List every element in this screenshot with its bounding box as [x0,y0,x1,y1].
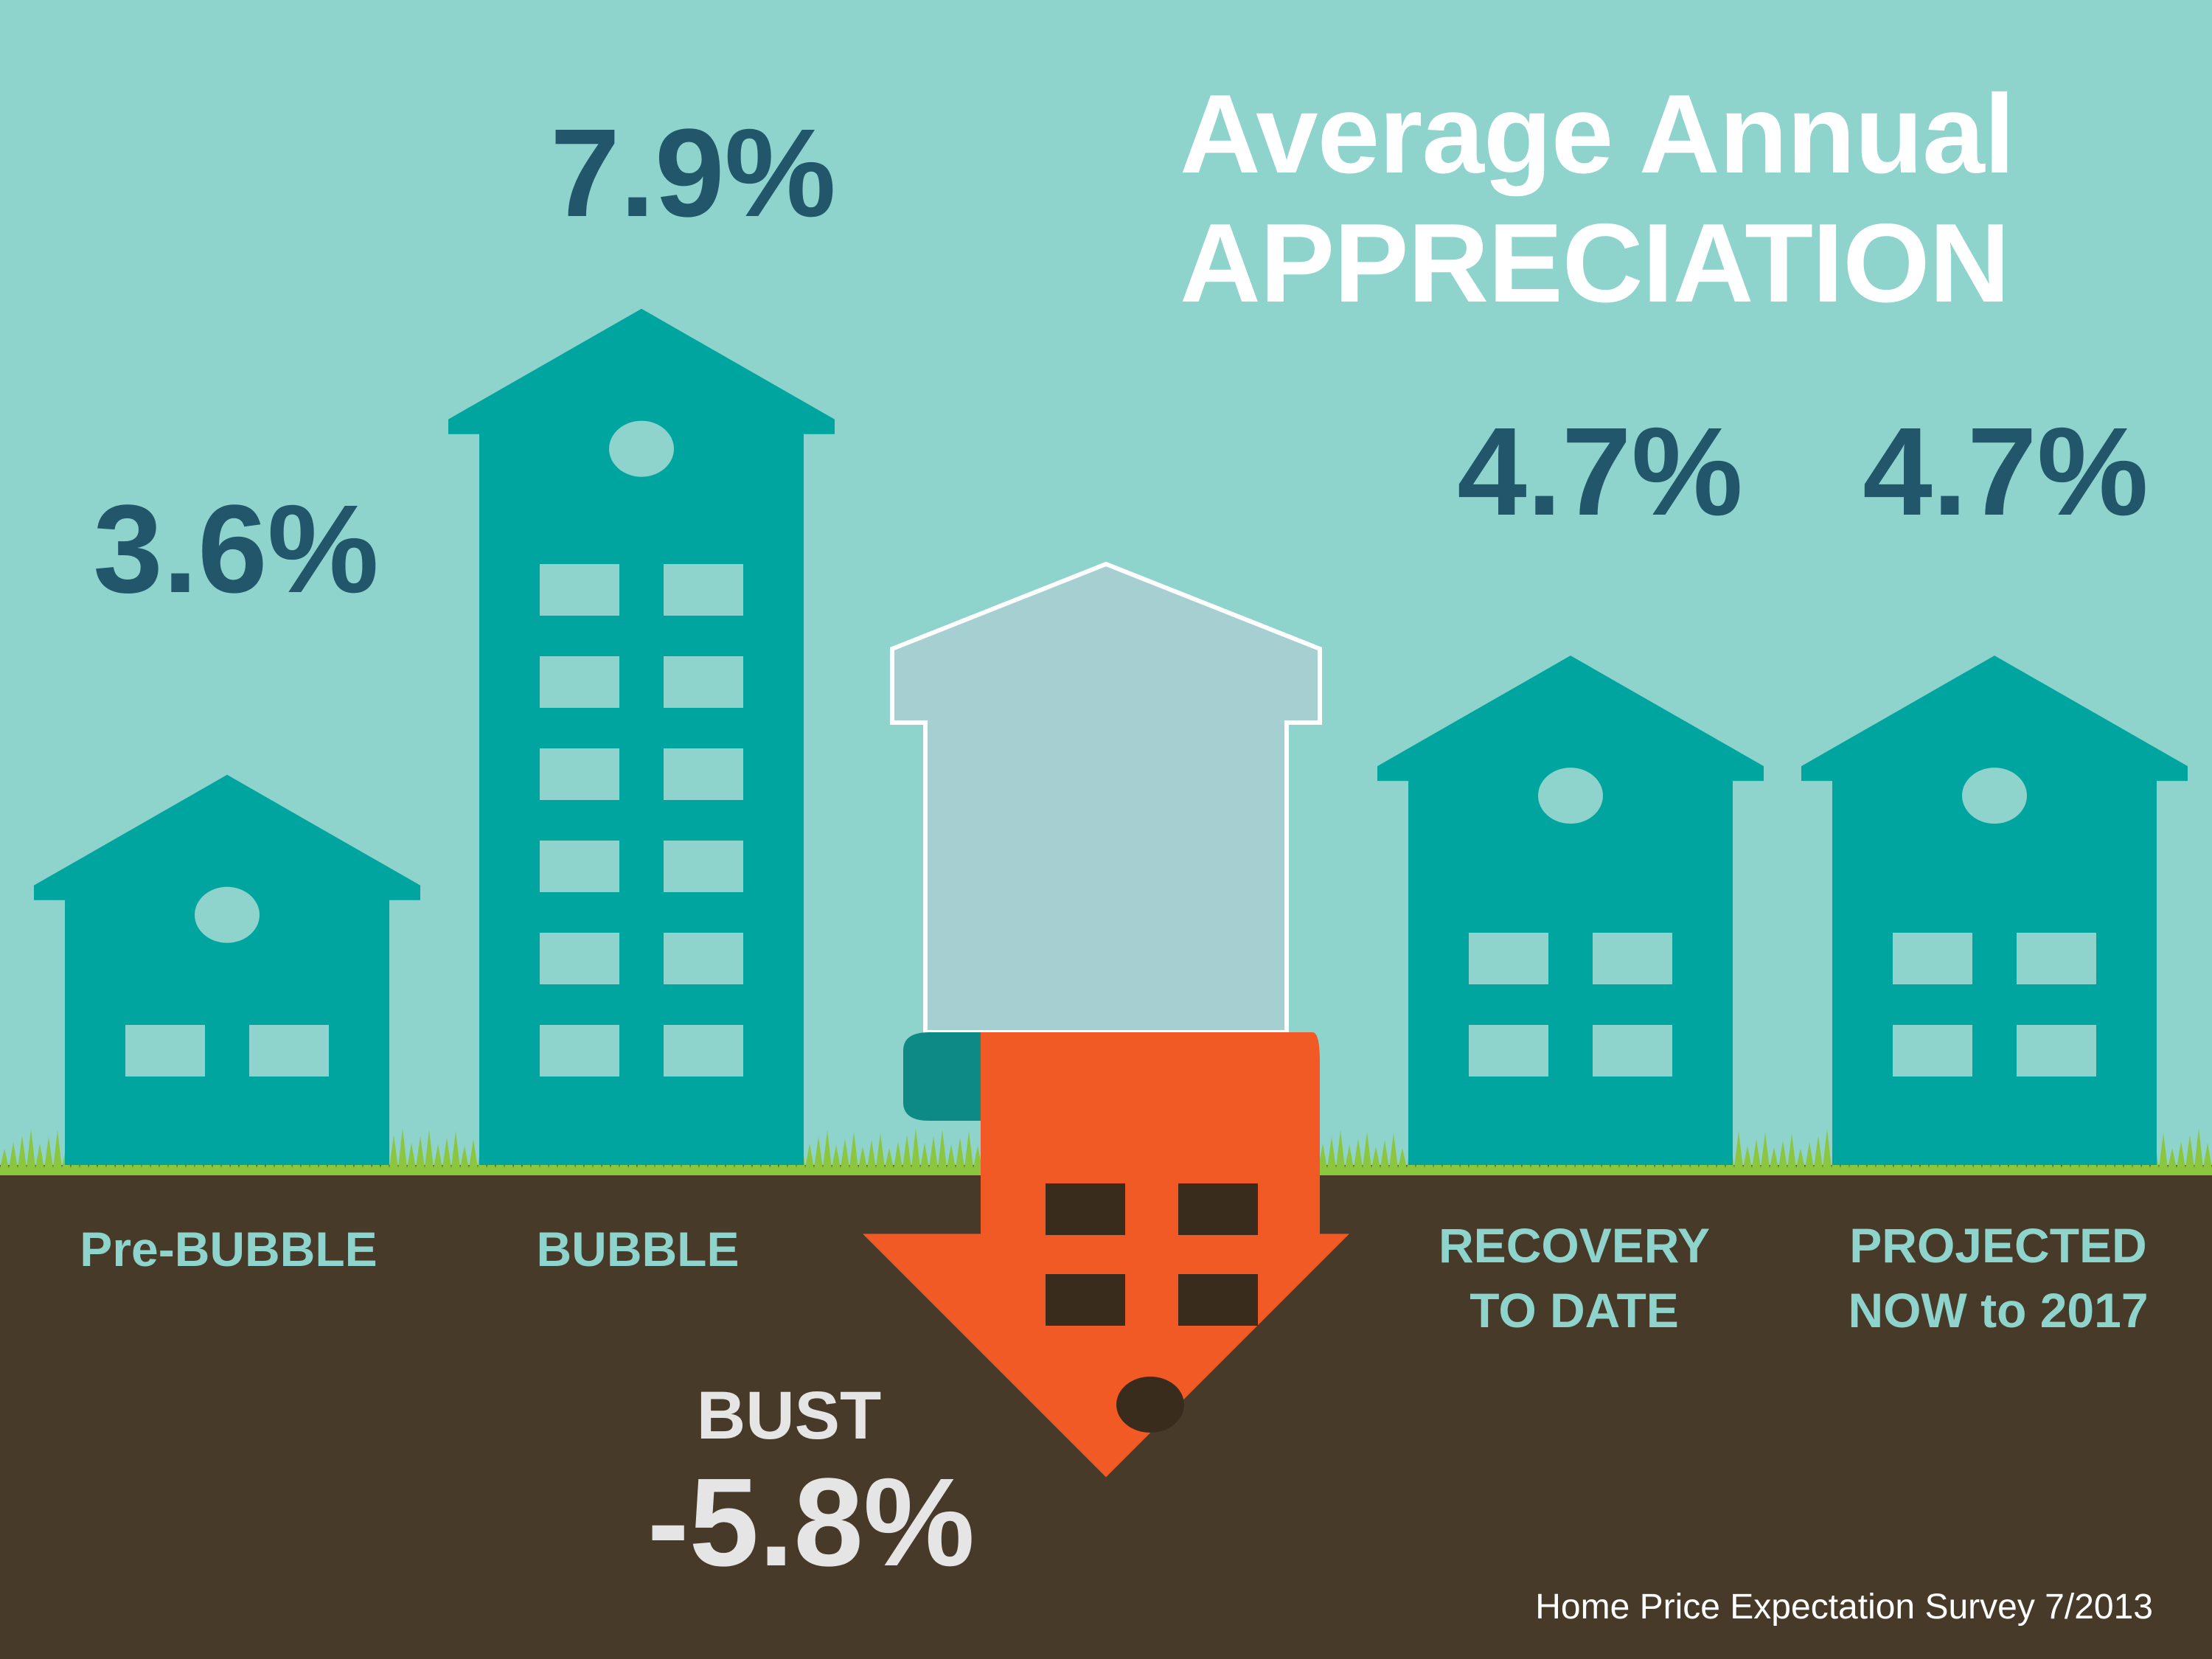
category-label-projected: PROJECTED NOW to 2017 [1848,1218,2149,1338]
bar-projected-window [2017,933,2096,984]
category-label-recovery: RECOVERY TO DATE [1439,1218,1710,1338]
bar-bust-window [1046,1183,1125,1235]
bar-bubble-round-window [609,420,674,477]
bar-recovery-window [1593,1025,1672,1077]
bar-bust-round-window [1116,1377,1184,1433]
bar-pre-bubble-window [249,1025,329,1077]
bust-curl [903,1032,981,1121]
value-label-projected: 4.7% [1863,402,2149,542]
bar-bust [863,1032,1349,1478]
bar-recovery-window [1593,933,1672,984]
bar-bubble-window [540,564,619,616]
bar-pre-bubble-window [125,1025,205,1077]
bust-ghost-building [890,561,1322,1034]
bar-bubble-window [540,933,619,984]
bar-bubble-window [664,841,743,892]
bar-bubble-window [540,656,619,708]
bar-projected-window [2017,1025,2096,1077]
chart-title: Average Annual APPRECIATION [1180,70,2153,328]
bar-recovery-window [1469,933,1548,984]
category-label-bubble: BUBBLE [536,1222,740,1276]
bar-recovery-window [1469,1025,1548,1077]
value-label-bubble: 7.9% [550,103,836,243]
bar-projected [1801,655,2188,1165]
bar-bubble-window [664,1025,743,1077]
bar-pre-bubble [34,774,420,1165]
category-label-pre-bubble: Pre-BUBBLE [80,1222,378,1276]
bar-bubble-window [540,748,619,800]
value-label-recovery: 4.7% [1457,402,1743,542]
bar-projected-window [1893,933,1972,984]
bar-bubble-window [540,1025,619,1077]
bar-bubble-window [664,748,743,800]
value-label-bust: -5.8% [647,1453,975,1593]
title-line-1: Average Annual [1180,72,2015,197]
bar-recovery [1377,655,1764,1165]
bar-projected-round-window [1962,768,2027,824]
bar-bubble-window [664,564,743,616]
category-label-bust: BUST [696,1378,882,1453]
bar-bubble-window [664,656,743,708]
bar-bust-window [1178,1274,1258,1326]
bar-pre-bubble-round-window [195,886,260,943]
bar-bust-window [1178,1183,1258,1235]
bar-bubble-window [664,933,743,984]
bar-bubble-window [540,841,619,892]
bar-projected-window [1893,1025,1972,1077]
value-label-pre-bubble: 3.6% [93,479,379,619]
bar-recovery-round-window [1538,768,1603,824]
source-note: Home Price Expectation Survey 7/2013 [1535,1587,2153,1627]
title-line-2: APPRECIATION [1180,201,2010,326]
bar-bust-window [1046,1274,1125,1326]
